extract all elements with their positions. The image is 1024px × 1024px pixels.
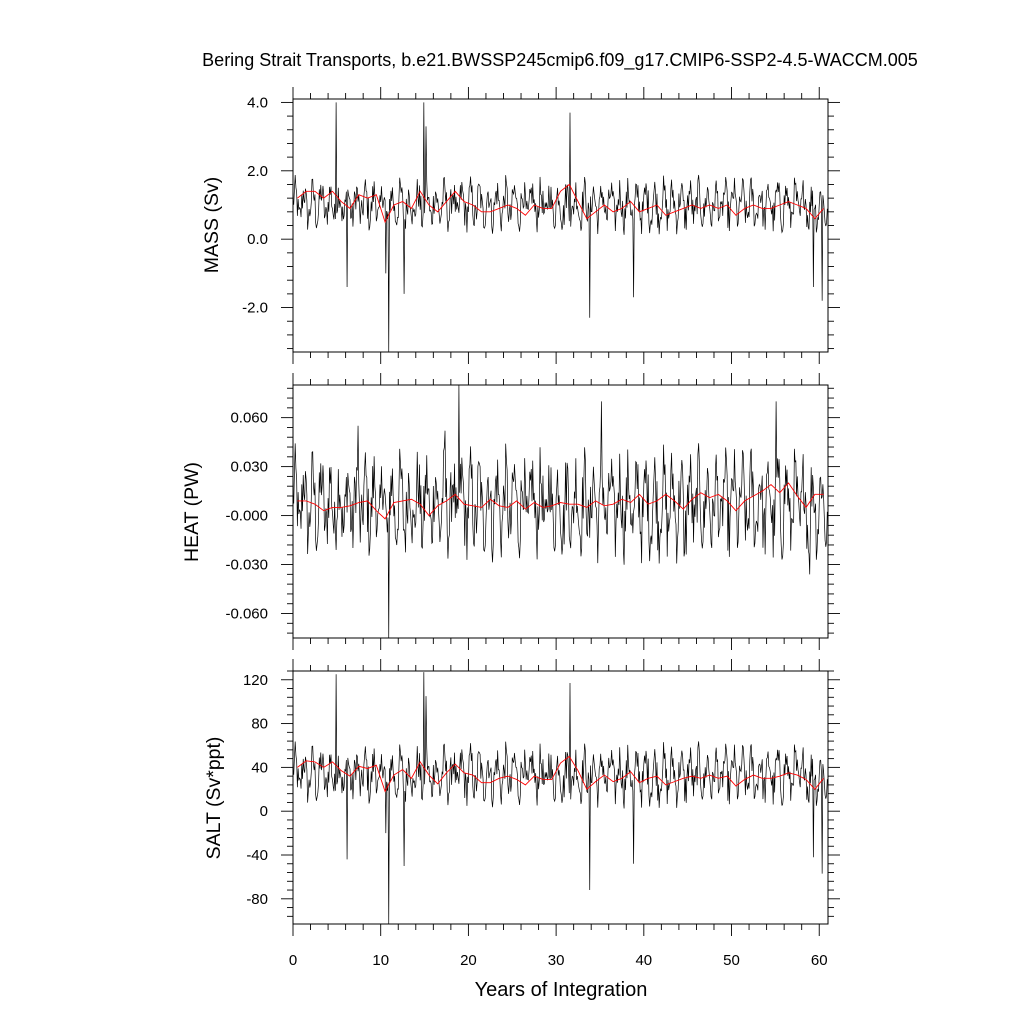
- y-axis-title-heat: HEAT (PW): [181, 462, 203, 562]
- plot-frame-mass: [292, 98, 829, 353]
- y-tick-label-mass: 4.0: [247, 94, 268, 111]
- chart-title: Bering Strait Transports, b.e21.BWSSP245…: [202, 50, 918, 71]
- plot-frame-heat: [292, 384, 829, 639]
- y-tick-label-mass: -2.0: [242, 300, 268, 317]
- axis-ticks-salt: 120 80 40 0 -40 -80: [243, 659, 840, 936]
- plot-frame-salt: [292, 670, 829, 925]
- y-tick-label-salt: 40: [251, 759, 268, 776]
- x-axis-title: Years of Integration: [475, 979, 648, 1001]
- x-tick-label: 60: [811, 952, 828, 969]
- series-monthly-salt: [292, 672, 828, 925]
- y-tick-label-salt: 80: [251, 716, 268, 733]
- x-tick-label: 30: [548, 952, 565, 969]
- series-monthly-heat: [292, 384, 828, 639]
- x-tick-label: 20: [460, 952, 477, 969]
- y-tick-label-heat: 0.030: [230, 459, 268, 476]
- panel-heat: HEAT (PW) 0.060 0.030 -0.000 -0.030 -0.060: [181, 373, 840, 650]
- y-tick-label-heat: 0.060: [230, 410, 268, 427]
- series-group-mass: [292, 102, 828, 353]
- series-annual-mean-salt: [297, 755, 824, 793]
- series-group-salt: [292, 672, 828, 925]
- axis-ticks-heat: 0.060 0.030 -0.000 -0.030 -0.060: [225, 373, 840, 650]
- y-tick-label-heat: -0.000: [225, 508, 268, 525]
- series-monthly-mass: [292, 102, 828, 353]
- panel-salt: SALT (Sv*ppt) 120 80 40 0 -40 -80: [203, 659, 840, 936]
- series-annual-mean-heat: [297, 482, 824, 520]
- y-axis-title-mass: MASS (Sv): [201, 177, 223, 273]
- y-tick-label-salt: 0: [260, 803, 268, 820]
- x-tick-label: 50: [723, 952, 740, 969]
- x-tick-label: 10: [372, 952, 389, 969]
- panel-mass: MASS (Sv) 4.0 2.0 0.0 -2.0: [201, 87, 840, 364]
- y-tick-label-mass: 0.0: [247, 231, 268, 248]
- y-tick-label-heat: -0.060: [225, 606, 268, 623]
- axis-ticks-mass: 4.0 2.0 0.0 -2.0: [242, 87, 840, 364]
- x-tick-label: 40: [635, 952, 652, 969]
- series-annual-mean-mass: [297, 183, 824, 224]
- y-tick-label-salt: -80: [246, 891, 268, 908]
- series-group-heat: [292, 384, 828, 639]
- y-tick-label-salt: -40: [246, 847, 268, 864]
- y-tick-label-mass: 2.0: [247, 163, 268, 180]
- y-axis-title-salt: SALT (Sv*ppt): [203, 737, 225, 860]
- y-tick-label-heat: -0.030: [225, 557, 268, 574]
- x-tick-label: 0: [289, 952, 297, 969]
- y-tick-label-salt: 120: [243, 672, 268, 689]
- x-axis-ticks: 0 10 20 30 40 50 60: [289, 952, 828, 969]
